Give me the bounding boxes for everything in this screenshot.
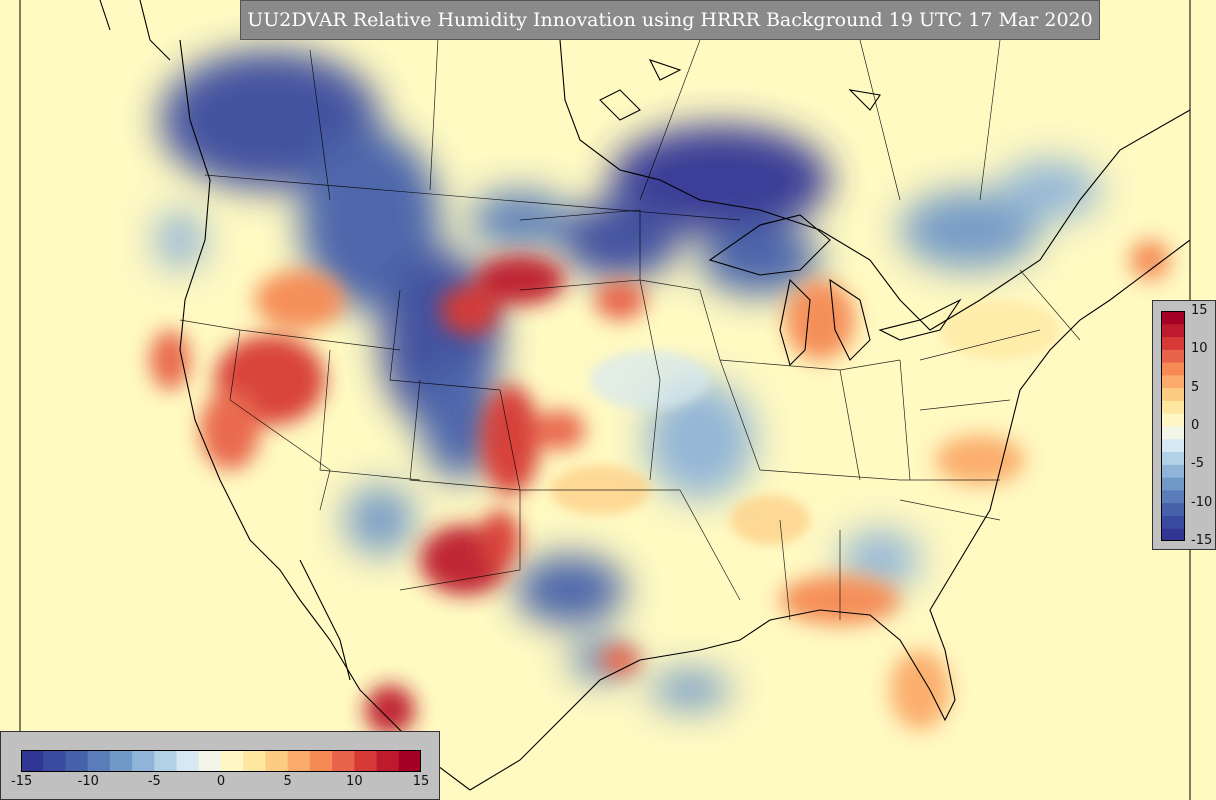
colorbar-horizontal-segment — [265, 750, 289, 772]
colorbar-horizontal-tick-label: -15 — [11, 774, 33, 789]
colorbar-horizontal-segment — [198, 750, 222, 772]
colorbar-vertical-segment — [1161, 362, 1185, 376]
colorbar-horizontal-segment — [398, 750, 421, 772]
colorbar-vertical-segment — [1161, 387, 1185, 401]
colorbar-horizontal-segment — [243, 750, 266, 772]
colorbar-vertical-border — [1161, 311, 1185, 541]
colorbar-horizontal-segment — [332, 750, 355, 772]
colorbar-horizontal-tick-label: 5 — [283, 774, 292, 789]
colorbar-vertical-segment — [1161, 400, 1185, 414]
colorbar-horizontal-tick-label: 10 — [346, 774, 363, 789]
colorbar-vertical-segment — [1161, 336, 1185, 350]
colorbar-vertical-labels: -15 -10 -5 0 5 10 15 — [1191, 303, 1216, 548]
colorbar-vertical-segment — [1161, 489, 1185, 504]
colorbar-horizontal-tick-label: 0 — [216, 774, 226, 789]
colorbar-vertical-tick-label: 0 — [1191, 418, 1200, 433]
colorbar-vertical-bar — [1161, 311, 1185, 541]
colorbar-vertical-tick-label: 10 — [1191, 341, 1208, 357]
colorbar-vertical-segment — [1161, 323, 1185, 338]
state-boundaries — [179, 0, 1081, 621]
colorbar-horizontal-segment — [87, 750, 111, 772]
colorbar-horizontal-tick-label: 15 — [412, 774, 430, 789]
colorbar-horizontal-segment — [132, 750, 155, 772]
colorbar-horizontal-segment — [43, 750, 66, 772]
colorbar-vertical-segment — [1161, 426, 1185, 440]
colorbar-horizontal-segment — [21, 750, 44, 772]
colorbar-horizontal-labels: -15 -10 -5 0 5 10 15 — [11, 774, 429, 794]
colorbar-horizontal-segment — [376, 750, 400, 772]
colorbar-horizontal-segment — [154, 750, 178, 772]
colorbar-horizontal-segment — [287, 750, 311, 772]
colorbar-vertical-tick-label: -5 — [1191, 456, 1204, 472]
colorbar-horizontal-segment — [309, 750, 333, 772]
colorbar-horizontal-tick-label: -10 — [77, 774, 99, 789]
colorbar-vertical-tick-label: 5 — [1191, 379, 1200, 395]
map-title: UU2DVAR Relative Humidity Innovation usi… — [240, 0, 1100, 40]
colorbar-vertical-segment — [1161, 451, 1185, 465]
colorbar-vertical-segment — [1161, 349, 1185, 363]
colorbar-vertical-tick-label: -15 — [1191, 533, 1213, 548]
colorbar-horizontal-tick-label: -5 — [147, 774, 161, 789]
neutral-innovation-regions — [550, 300, 1060, 545]
positive-innovation-regions — [150, 240, 1170, 735]
colorbar-vertical-segment — [1161, 464, 1185, 478]
colorbar-vertical-segment — [1161, 477, 1185, 491]
colorbar-vertical-tick-label: 15 — [1191, 303, 1208, 318]
colorbar-vertical-segment — [1161, 528, 1185, 541]
colorbar-horizontal-segment — [354, 750, 378, 772]
colorbar-vertical-segment — [1161, 374, 1185, 389]
colorbar-horizontal-segment — [65, 750, 89, 772]
colorbar-vertical-segment — [1161, 502, 1185, 516]
colorbar-vertical-segment — [1161, 311, 1185, 325]
colorbar-horizontal: -15 -10 -5 0 5 10 15 — [0, 731, 440, 800]
colorbar-vertical-tick-label: -10 — [1191, 494, 1213, 510]
coastlines-and-borders — [99, 0, 1191, 791]
colorbar-vertical-segment — [1161, 413, 1185, 427]
colorbar-vertical-segment — [1161, 438, 1185, 453]
colorbar-horizontal-segment — [221, 750, 244, 772]
colorbar-vertical-segment — [1161, 515, 1185, 529]
colorbar-horizontal-segment — [109, 750, 133, 772]
colorbar-horizontal-bar — [21, 750, 421, 772]
colorbar-horizontal-segment — [176, 750, 200, 772]
colorbar-horizontal-border — [21, 750, 421, 772]
colorbar-vertical: -15 -10 -5 0 5 10 15 — [1152, 300, 1216, 550]
